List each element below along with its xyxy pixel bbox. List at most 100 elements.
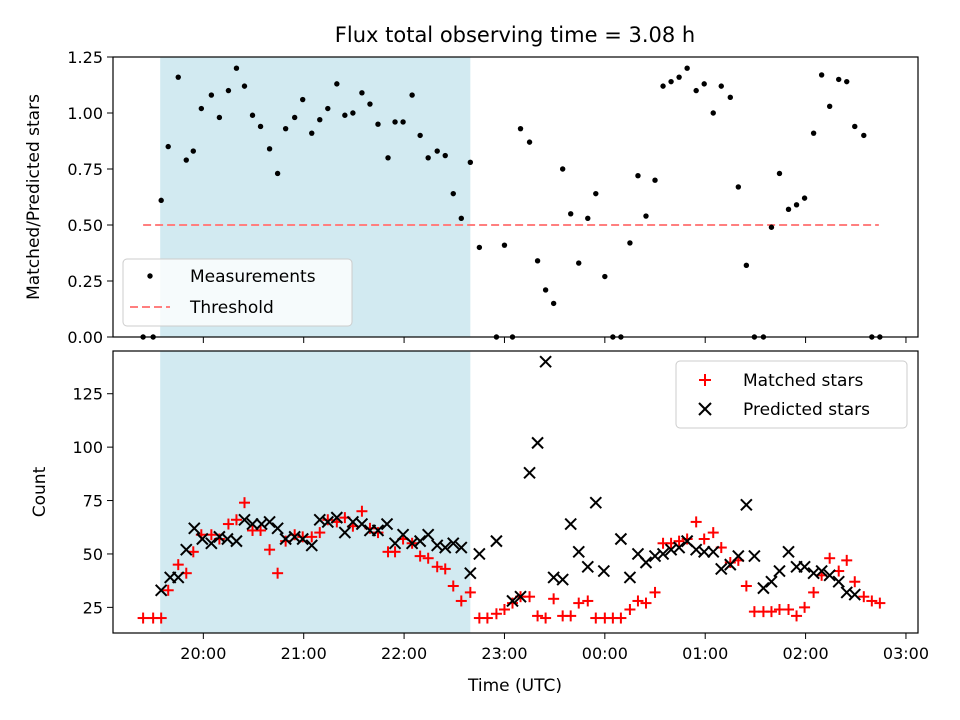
measurement-point [175,74,181,80]
matched-star-point [162,584,174,596]
measurement-point [274,170,281,177]
measurement-point [367,101,373,107]
predicted-star-point [196,532,209,546]
predicted-star-point [188,522,201,535]
predicted-star-point [556,573,569,586]
measurement-point [233,65,240,71]
bottom-legend-box [675,360,908,429]
matched-star-point [272,567,284,579]
measurement-point [450,190,456,197]
measurement-point [743,262,750,269]
matched-star-point [306,531,318,543]
measurement-point [861,132,867,139]
x-tick-label: 22:00 [381,644,427,663]
matched-star-point [632,595,644,607]
measurement-point [735,184,742,190]
measurement-point [676,74,682,80]
matched-star-point [573,597,585,609]
x-tick-label: 03:00 [883,644,929,663]
predicted-star-point [715,562,728,576]
predicted-star-point [815,564,828,578]
predicted-star-point [271,522,284,535]
bottom-y-axis-label: Count [30,466,50,517]
matched-star-point [389,546,401,558]
measurement-point [627,240,633,246]
top-y-tick-label: 1.00 [67,104,103,123]
matched-star-point [264,544,276,556]
measurement-point [718,83,724,89]
legend-measurements-label: Measurements [190,267,316,287]
matched-star-point [498,604,510,615]
x-tick-label: 00:00 [582,644,628,663]
matched-star-point [238,497,250,509]
predicted-star-point [255,517,268,531]
measurement-point [458,215,464,221]
top-y-tick-label: 0.00 [67,328,103,347]
predicted-star-point [664,543,678,556]
predicted-star-point [330,511,344,524]
predicted-star-point [840,586,853,599]
predicted-star-point [547,571,560,584]
matched-star-point [649,586,661,598]
predicted-star-point [832,575,845,588]
matched-star-point [681,533,693,545]
measurement-point [392,119,398,125]
predicted-star-point [514,590,527,603]
predicted-star-point [238,513,251,526]
measurement-point [568,211,574,217]
measurement-point [576,260,582,266]
measurement-point [375,121,381,127]
measurement-point [409,92,415,98]
matched-star-point [455,595,467,607]
predicted-star-point [539,355,552,368]
top-y-axis-label: Matched/Predicted stars [24,94,44,300]
matched-star-point [422,552,434,564]
measurement-point [501,242,508,248]
predicted-star-point [464,566,477,580]
matched-star-point [849,576,861,588]
matched-star-point [707,527,719,539]
measurement-point [684,65,690,71]
predicted-star-point [338,526,352,539]
x-tick-label: 02:00 [783,644,829,663]
x-tick-label: 21:00 [281,644,327,663]
legend-matched-marker [699,374,711,386]
predicted-star-point [230,534,243,548]
matched-star-point [690,516,702,528]
matched-star-point [765,606,777,618]
measurement-point [660,83,666,89]
predicted-star-point [581,560,594,573]
measurement-point [652,177,658,183]
predicted-star-point [380,517,394,531]
predicted-star-point [279,532,292,546]
matched-star-point [137,612,149,624]
matched-star-point [431,561,443,573]
matched-star-point [866,595,878,607]
measurement-point [785,206,792,213]
predicted-star-point [205,537,218,550]
measurement-point [668,78,674,85]
predicted-star-point [221,532,234,546]
predicted-star-point [707,545,720,559]
predicted-star-point [672,541,686,554]
measurement-point [818,72,825,78]
measurement-point [727,94,734,101]
predicted-star-point [697,545,711,559]
matched-star-point [874,597,886,609]
matched-star-point [481,612,493,624]
measurement-point [291,114,298,121]
predicted-star-point [589,496,603,509]
matched-star-point [824,552,836,564]
bottom-panel-frame [112,350,919,634]
measurement-point [317,117,323,123]
measurement-point [768,224,775,230]
predicted-star-point [732,549,745,563]
measurement-point [701,81,707,87]
measurement-point [826,103,833,109]
predicted-star-point [405,537,419,550]
measurement-point [810,130,817,136]
measurement-point [801,195,808,201]
measurement-point [476,244,483,251]
matched-star-point [356,505,368,517]
matched-star-point [524,591,536,603]
